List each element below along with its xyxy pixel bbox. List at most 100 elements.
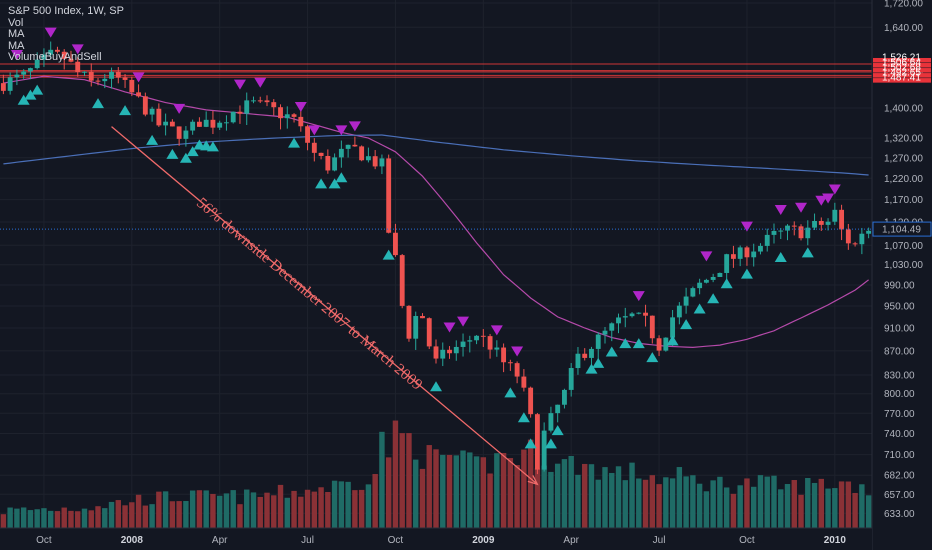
candle-126 [852,243,858,245]
candle-87 [589,348,594,358]
candle-45 [305,126,310,143]
price-tick-label-12: 1,030.00 [884,260,923,271]
candle-60 [406,305,412,339]
candle-80 [541,430,547,470]
buy-signal-20 [524,438,537,449]
candle-93 [629,313,635,317]
volume-bar-107 [723,487,730,550]
candle-6 [41,54,47,60]
volume-bar-42 [284,497,290,550]
buy-signal-29 [666,335,679,346]
candle-10 [68,58,74,62]
buy-signal-2 [31,84,44,95]
candle-105 [710,276,716,280]
price-tick-label-3: 710.00 [884,450,915,461]
candle-86 [582,353,588,358]
volume-bar-114 [771,475,777,550]
buy-signal-30 [680,319,693,330]
candle-97 [656,338,662,351]
volume-bar-81 [548,471,554,550]
volume-bar-19 [129,502,135,550]
price-level-badge-2 [873,68,931,73]
volume-bar-105 [710,480,716,550]
buy-signal-32 [707,293,720,304]
volume-bar-20 [135,494,142,550]
candle-39 [264,100,270,103]
buy-signal-8 [186,146,199,157]
buy-signal-6 [166,148,179,159]
volume-bar-25 [169,501,176,550]
legend-ma-1[interactable]: MA [8,28,25,40]
candle-104 [703,279,709,283]
buy-signal-23 [585,363,598,374]
candle-118 [798,226,804,239]
legend-volume-buy-sell[interactable]: VolumeBuyAndSell [8,51,102,63]
sell-signal-17 [740,221,753,232]
sell-signal-11 [443,322,456,333]
candle-119 [805,227,811,239]
price-level-badge-1 [873,63,931,68]
volume-bar-59 [399,433,405,550]
volume-bar-122 [825,488,831,550]
volume-bar-89 [602,467,608,550]
volume-bar-126 [852,492,858,550]
candle-3 [21,71,27,75]
buy-signal-16 [382,249,395,260]
candle-16 [109,71,114,79]
price-level-badge-4 [873,78,931,83]
price-tick-label-10: 950.00 [884,302,915,313]
buy-signal-13 [315,178,328,189]
candle-124 [839,209,845,230]
candle-13 [88,71,94,81]
volume-bar-119 [805,477,811,550]
legend-ma-2[interactable]: MA [8,39,25,52]
candle-125 [845,229,851,244]
price-tick-label-4: 740.00 [884,429,915,440]
annotation-arrow-head [527,475,539,486]
sell-signal-22 [828,184,841,195]
candle-91 [616,317,621,324]
volume-bar-98 [663,477,669,550]
buy-signal-36 [801,247,814,258]
volume-bar-53 [358,489,365,550]
candle-123 [832,209,838,222]
price-level-badge-0 [873,57,931,63]
candle-75 [507,362,513,364]
price-tick-label-0: 633.00 [884,509,915,520]
buy-signal-17 [430,381,442,392]
volume-bar-128 [865,495,872,550]
volume-bar-123 [832,488,838,550]
volume-bar-46 [311,491,318,550]
volume-bar-120 [811,482,818,550]
legend-vol[interactable]: Vol [8,16,24,29]
sell-signal-13 [490,325,503,336]
legend-title[interactable]: S&P 500 Index, 1W, SP [8,5,124,17]
price-tick-label-6: 800.00 [884,389,915,400]
sell-signal-7 [294,101,307,112]
sell-signal-20 [815,195,828,206]
time-tick-label-2: Apr [212,535,228,546]
volume-bar-72 [487,473,493,550]
candle-94 [636,312,642,314]
volume-bar-70 [473,456,480,550]
candle-111 [751,251,757,258]
candle-53 [359,146,365,161]
candle-41 [278,107,283,119]
volume-bar-60 [406,433,412,550]
volume-bar-85 [575,474,581,550]
candle-102 [690,288,696,297]
candle-99 [670,317,676,338]
candlesticks[interactable] [0,41,872,475]
sell-signal-2 [71,44,84,55]
volume-bar-111 [751,486,757,550]
sell-signal-4 [173,103,186,114]
volume-bar-16 [108,501,115,550]
time-axis[interactable]: Oct 2008 Apr Jul Oct 2009 Apr Jul Oct 2010 [0,527,872,550]
candle-57 [386,158,392,233]
candle-89 [602,330,608,335]
candle-103 [697,282,703,289]
candle-23 [156,108,162,126]
